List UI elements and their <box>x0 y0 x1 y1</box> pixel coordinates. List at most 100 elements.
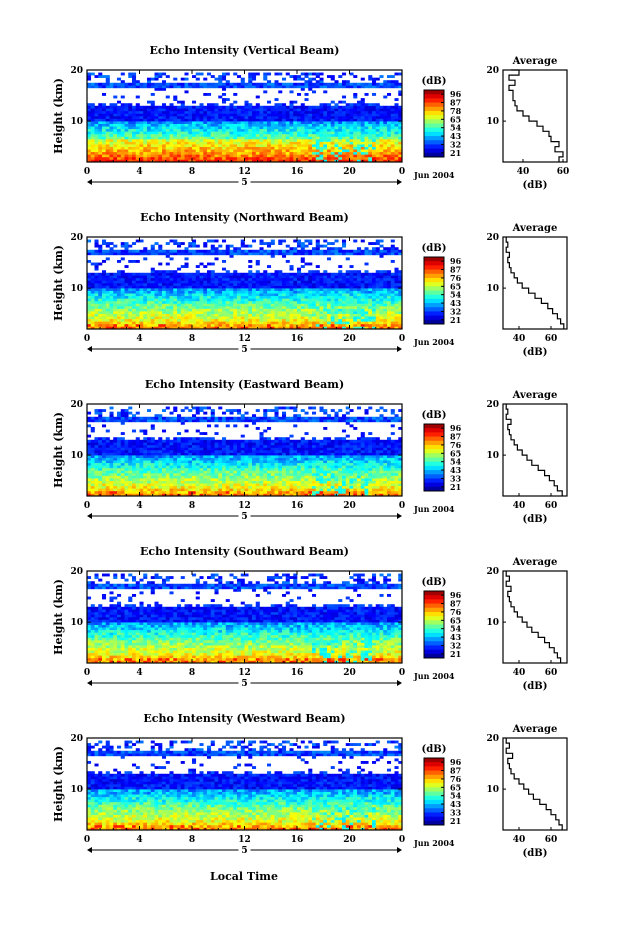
heatmap-cell <box>255 313 260 317</box>
heatmap-cell <box>192 131 197 135</box>
heatmap-cell <box>169 149 174 153</box>
heatmap-cell <box>289 159 294 163</box>
heatmap-cell <box>120 318 125 322</box>
heatmap-cell <box>117 149 122 153</box>
heatmap-cell <box>285 244 290 248</box>
heatmap-cell <box>244 249 249 253</box>
heatmap-cell <box>383 323 388 327</box>
heatmap-cell <box>357 82 362 86</box>
heatmap-cell <box>158 121 163 124</box>
heatmap-cell <box>364 247 369 251</box>
heatmap-cell <box>90 72 95 76</box>
heatmap-cell <box>102 242 107 245</box>
heatmap-cell <box>158 275 163 279</box>
heatmap-cell <box>94 493 99 497</box>
heatmap-cell <box>218 126 223 130</box>
heatmap-cell <box>184 128 189 132</box>
heatmap-cell <box>195 156 200 160</box>
heatmap-cell <box>87 488 92 492</box>
heatmap-cell <box>87 293 92 297</box>
heatmap-cell <box>128 483 133 487</box>
heatmap-cell <box>203 154 208 158</box>
heatmap-cell <box>214 128 219 132</box>
heatmap-cell <box>225 303 230 307</box>
heatmap-cell <box>263 77 268 81</box>
heatmap-cell <box>207 326 212 330</box>
heatmap-cell <box>240 277 245 281</box>
heatmap-cell <box>165 262 170 266</box>
heatmap-cell <box>282 239 287 243</box>
heatmap-cell <box>289 123 294 127</box>
heatmap-cell <box>195 105 200 109</box>
heatmap-cell <box>372 272 377 276</box>
heatmap-cell <box>98 283 103 286</box>
heatmap-cell <box>214 85 219 89</box>
heatmap-cell <box>304 136 309 140</box>
heatmap-cell <box>222 85 227 89</box>
heatmap-cell <box>218 82 223 86</box>
heatmap-cell <box>139 298 144 302</box>
heatmap-cell <box>225 321 230 325</box>
heatmap-cell <box>113 288 118 291</box>
heatmap-cell <box>102 275 107 279</box>
heatmap-cell <box>94 462 99 466</box>
heatmap-cell <box>105 123 110 127</box>
heatmap-cell <box>233 295 238 299</box>
heatmap-cell <box>255 123 260 127</box>
colorbar-segment <box>424 307 444 312</box>
heatmap-cell <box>342 121 347 124</box>
heatmap-cell <box>349 126 354 130</box>
heatmap-cell <box>364 123 369 127</box>
heatmap-cell <box>98 480 103 484</box>
heatmap-cell <box>207 280 212 284</box>
heatmap-cell <box>124 300 129 304</box>
heatmap-cell <box>132 116 137 119</box>
heatmap-cell <box>222 105 227 109</box>
heatmap-cell <box>225 249 230 253</box>
heatmap-cell <box>132 118 137 122</box>
heatmap-cell <box>315 75 320 78</box>
heatmap-cell <box>117 141 122 145</box>
heatmap-cell <box>372 249 377 253</box>
heatmap-cell <box>143 311 148 314</box>
heatmap-cell <box>338 85 343 89</box>
heatmap-cell <box>267 316 272 320</box>
heatmap-cell <box>188 105 193 109</box>
heatmap-cell <box>342 100 347 104</box>
heatmap-cell <box>390 126 395 130</box>
heatmap-cell <box>135 118 140 122</box>
heatmap-cell <box>120 493 125 497</box>
heatmap-cell <box>162 151 167 155</box>
heatmap-cell <box>338 126 343 130</box>
heatmap-cell <box>177 149 182 153</box>
heatmap-cell <box>345 326 350 330</box>
heatmap-cell <box>289 298 294 302</box>
heatmap-cell <box>203 318 208 322</box>
heatmap-cell <box>282 141 287 145</box>
heatmap-cell <box>327 275 332 279</box>
heatmap-cell <box>143 323 148 327</box>
heatmap-cell <box>330 126 335 130</box>
heatmap-cell <box>98 290 103 294</box>
heatmap-cell <box>334 113 339 117</box>
heatmap-cell <box>169 121 174 124</box>
heatmap-cell <box>274 285 279 289</box>
heatmap-cell <box>300 87 305 91</box>
heatmap-cell <box>240 121 245 124</box>
heatmap-cell <box>394 283 399 286</box>
heatmap-cell <box>195 318 200 322</box>
heatmap-cell <box>195 139 200 142</box>
heatmap-cell <box>282 298 287 302</box>
heatmap-cell <box>229 156 234 160</box>
heatmap-cell <box>180 242 185 245</box>
heatmap-cell <box>387 300 392 304</box>
heatmap-cell <box>368 121 373 124</box>
heatmap-cell <box>319 272 324 276</box>
heatmap-cell <box>274 136 279 140</box>
heatmap-cell <box>304 285 309 289</box>
heatmap-cell <box>214 118 219 122</box>
heatmap-cell <box>379 123 384 127</box>
heatmap-cell <box>124 156 129 160</box>
heatmap-cell <box>278 113 283 117</box>
heatmap-cell <box>128 126 133 130</box>
